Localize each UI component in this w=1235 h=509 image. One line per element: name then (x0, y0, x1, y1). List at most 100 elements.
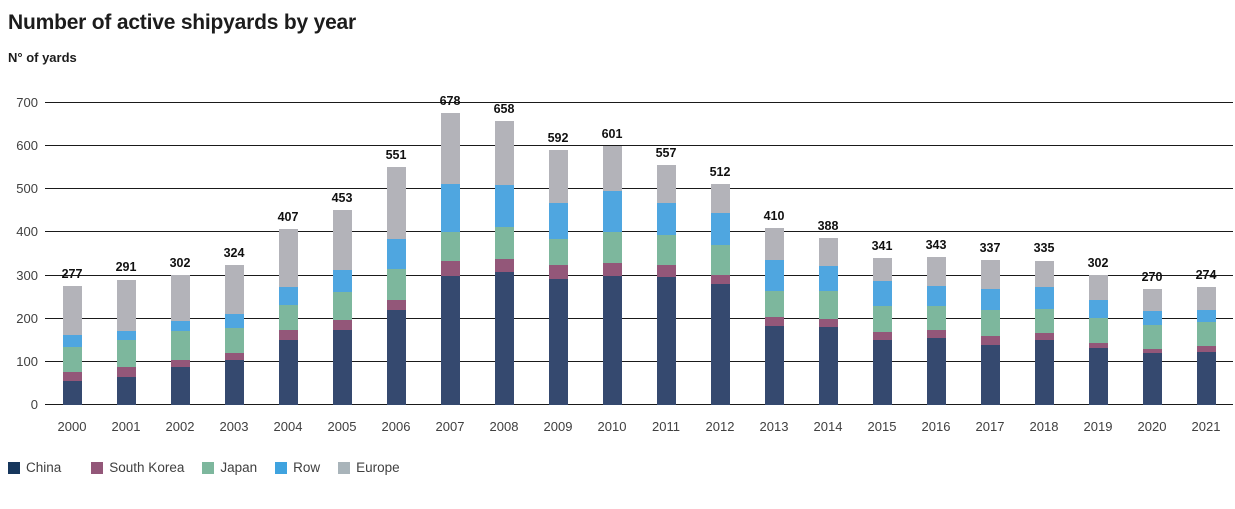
bar-2003 (224, 265, 244, 405)
gridline (45, 188, 1233, 190)
y-tick-label: 300 (16, 267, 38, 283)
bar-2002 (170, 274, 190, 405)
legend-item-south-korea: South Korea (91, 460, 184, 475)
bar-segment-2019-europe (1088, 274, 1108, 301)
bar-2004 (278, 229, 298, 405)
bar-2008 (494, 121, 514, 405)
bar-segment-2002-japan (170, 331, 190, 361)
bar-total-label: 341 (871, 238, 893, 253)
bar-segment-2020-row (1142, 311, 1162, 325)
bar-segment-2015-row (872, 281, 892, 306)
bar-segment-2016-japan (926, 305, 946, 331)
x-tick-label: 2003 (219, 419, 249, 434)
x-tick-label: 2005 (327, 419, 357, 434)
y-axis: 0 100 200 300 400 500 600 700 (0, 95, 38, 412)
bar-segment-2007-china (440, 275, 460, 405)
gridline (45, 317, 1233, 319)
bar-segment-2021-europe (1196, 286, 1216, 311)
bar-segment-2019-china (1088, 348, 1108, 405)
legend-swatch-icon (338, 461, 351, 474)
bar-segment-2013-europe (764, 228, 784, 260)
bar-segment-2009-row (548, 202, 568, 239)
x-tick-label: 2007 (435, 419, 465, 434)
bar-total-label: 291 (115, 260, 137, 275)
bar-segment-2017-china (980, 345, 1000, 405)
legend-label: South Korea (109, 460, 185, 475)
bar-segment-2000-china (62, 380, 82, 405)
bar-segment-2008-china (494, 272, 514, 405)
bar-segment-2016-china (926, 338, 946, 405)
legend-swatch-icon (275, 461, 288, 474)
bar-segment-2009-china (548, 279, 568, 405)
bar-segment-2010-row (602, 191, 622, 233)
bar-segment-2015-china (872, 340, 892, 405)
bar-segment-2004-china (278, 340, 298, 405)
bar-segment-2018-japan (1034, 308, 1054, 334)
bar-segment-2015-japan (872, 305, 892, 333)
bar-segment-2000-south-korea (62, 372, 82, 381)
bar-segment-2016-row (926, 286, 946, 306)
y-tick-label: 0 (30, 397, 38, 412)
bar-total-label: 270 (1141, 269, 1163, 284)
bar-total-label: 337 (979, 240, 1001, 255)
x-tick-label: 2015 (867, 419, 897, 434)
bar-total-label: 512 (709, 165, 731, 180)
bar-segment-2013-china (764, 326, 784, 405)
bar-segment-2013-row (764, 259, 784, 292)
bar-total-label: 601 (601, 126, 623, 141)
bar-segment-2014-europe (818, 237, 838, 267)
bar-segment-2000-row (62, 335, 82, 348)
bar-total-label: 658 (493, 102, 515, 117)
bar-2000 (62, 285, 82, 405)
x-tick-label: 2006 (381, 419, 411, 434)
x-tick-label: 2020 (1137, 419, 1167, 434)
bar-2006 (386, 167, 406, 405)
legend-label: China (26, 460, 62, 475)
bar-segment-2001-europe (116, 279, 136, 331)
bar-segment-2006-china (386, 310, 406, 405)
y-axis-unit-label: N° of yards (8, 50, 77, 65)
bar-2011 (656, 164, 676, 405)
legend-label: Row (293, 460, 321, 475)
x-tick-label: 2011 (652, 419, 680, 434)
bar-segment-2009-japan (548, 238, 568, 266)
bar-total-label: 410 (763, 209, 785, 224)
bar-segment-2005-china (332, 330, 352, 405)
bar-segment-2005-row (332, 270, 352, 292)
x-tick-label: 2016 (921, 419, 951, 434)
bar-segment-2019-south-korea (1088, 342, 1108, 349)
x-axis: 2000 2001 2002 2003 2004 2005 2006 2007 2008 2009… (0, 405, 1235, 435)
bar-segment-2003-japan (224, 328, 244, 353)
bar-segment-2008-europe (494, 121, 514, 185)
bar-2009 (548, 149, 568, 405)
bar-segment-2000-europe (62, 285, 82, 336)
legend-item-row: Row (275, 460, 320, 475)
gridline (45, 102, 1233, 103)
x-tick-label: 2018 (1029, 419, 1059, 434)
bar-total-label: 277 (61, 266, 83, 281)
bar-segment-2011-japan (656, 234, 676, 266)
legend: China South Korea Japan Row Europe (8, 460, 400, 475)
bar-segment-2015-europe (872, 257, 892, 282)
bar-segment-2010-europe (602, 145, 622, 192)
bar-segment-2020-europe (1142, 288, 1162, 312)
chart-title: Number of active shipyards by year (8, 11, 357, 34)
bar-segment-2001-china (116, 376, 136, 405)
bar-2017 (980, 259, 1000, 405)
bar-total-label: 324 (223, 246, 245, 261)
bar-segment-2016-south-korea (926, 330, 946, 339)
bar-segment-2021-row (1196, 310, 1216, 323)
bar-segment-2009-south-korea (548, 265, 568, 280)
bar-segment-2004-row (278, 286, 298, 306)
bar-segment-2021-china (1196, 351, 1216, 405)
bar-total-label: 453 (331, 190, 353, 205)
bar-segment-2018-south-korea (1034, 333, 1054, 341)
bar-total-label: 678 (439, 93, 461, 108)
bar-2014 (818, 237, 838, 405)
bar-segment-2003-south-korea (224, 352, 244, 361)
bar-segment-2021-south-korea (1196, 346, 1216, 352)
legend-item-europe: Europe (338, 460, 400, 475)
bar-segment-2010-south-korea (602, 263, 622, 276)
bar-segment-2012-japan (710, 245, 730, 275)
bar-segment-2004-europe (278, 229, 298, 287)
